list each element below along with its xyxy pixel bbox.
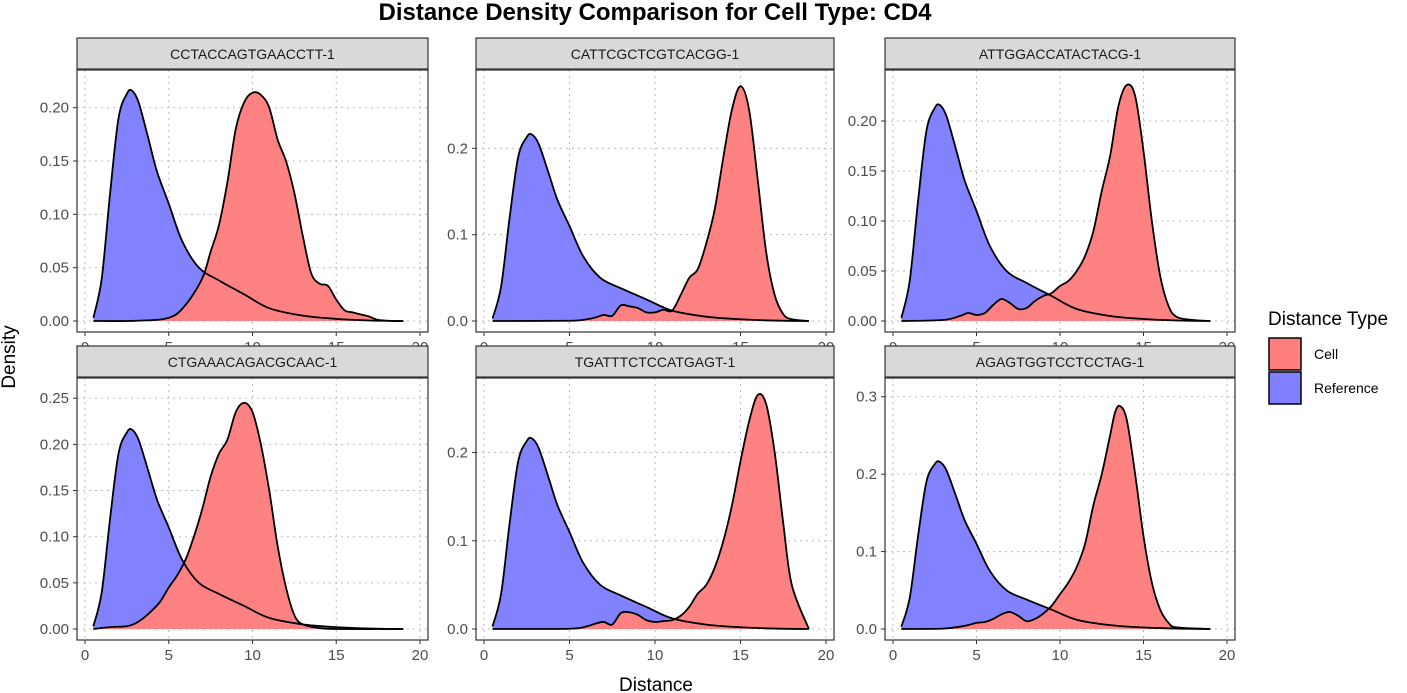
y-tick-label: 0.10 xyxy=(40,529,69,546)
y-tick-label: 0.10 xyxy=(848,213,877,230)
x-tick-label: 10 xyxy=(244,647,261,664)
y-tick-label: 0.15 xyxy=(40,153,69,170)
y-tick-label: 0.15 xyxy=(40,483,69,500)
density-area-cell xyxy=(492,393,809,630)
x-tick-label: 0 xyxy=(889,647,897,664)
x-tick-label: 10 xyxy=(1052,647,1069,664)
facet-strip xyxy=(884,345,1236,378)
density-area-reference xyxy=(901,461,1211,629)
x-tick-label: 0 xyxy=(81,647,89,664)
y-axis-title: Density xyxy=(0,325,20,389)
facet-label: CATTCGCTCGTCACGG-1 xyxy=(571,46,740,62)
density-line-cell xyxy=(93,401,404,630)
density-area-cell xyxy=(93,92,404,322)
y-tick-label: 0.00 xyxy=(40,313,69,330)
chart-title: Distance Density Comparison for Cell Typ… xyxy=(378,0,932,26)
x-tick-label: 20 xyxy=(412,647,429,664)
legend-key-cell xyxy=(1268,337,1302,371)
x-tick-label: 15 xyxy=(1135,647,1152,664)
facet-strip xyxy=(76,345,429,378)
density-line-cell xyxy=(901,404,1211,630)
y-tick-label: 0.20 xyxy=(848,113,877,130)
x-axis-title: Distance xyxy=(619,675,693,693)
density-area-cell xyxy=(492,86,809,322)
y-tick-label: 0.00 xyxy=(848,313,877,330)
density-area-reference xyxy=(93,89,404,322)
legend-label-reference: Reference xyxy=(1314,380,1379,396)
facet-strip xyxy=(475,37,835,70)
density-area-reference xyxy=(492,437,809,629)
density-line-reference xyxy=(900,103,1211,322)
facet-label: ATTGGACCATACTACG-1 xyxy=(979,46,1142,62)
facet-strip xyxy=(475,345,835,378)
y-tick-label: 0.20 xyxy=(40,100,69,117)
y-tick-label: 0.25 xyxy=(40,390,69,407)
facet-panel: CTGAAACAGACGCAAC-1 0.00 0.05 0.10 0.15 0.20 0.… xyxy=(40,345,429,664)
facet-label: CTGAAACAGACGCAAC-1 xyxy=(168,354,338,370)
y-tick-label: 0.0 xyxy=(447,621,468,638)
density-line-cell xyxy=(492,393,810,630)
legend-label-cell: Cell xyxy=(1314,346,1338,362)
y-tick-label: 0.0 xyxy=(856,621,877,638)
facet-panel: ATTGGACCATACTACG-10.000.050.100.150.2005… xyxy=(848,37,1236,356)
y-tick-label: 0.1 xyxy=(856,544,877,561)
density-area-cell xyxy=(93,402,404,630)
x-tick-label: 0 xyxy=(480,647,488,664)
legend: Distance Type Cell Reference xyxy=(1268,309,1388,405)
density-area-cell xyxy=(901,84,1211,321)
y-tick-label: 0.1 xyxy=(447,227,468,244)
y-tick-label: 0.15 xyxy=(848,163,877,180)
y-tick-label: 0.05 xyxy=(40,260,69,277)
y-tick-label: 0.10 xyxy=(40,206,69,223)
legend-title: Distance Type xyxy=(1268,309,1388,330)
y-tick-label: 0.1 xyxy=(447,533,468,550)
x-tick-label: 5 xyxy=(565,647,573,664)
density-line-reference xyxy=(491,436,809,630)
facet-label: TGATTTCTCCATGAGT-1 xyxy=(575,354,736,370)
facet-strip xyxy=(76,37,429,70)
facet-panel: TGATTTCTCCATGAGT-1 0.0 0.1 0.2 0 5 10 15 20 xyxy=(447,345,835,664)
x-tick-label: 5 xyxy=(165,647,173,664)
y-tick-label: 0.2 xyxy=(447,445,468,462)
density-area-reference xyxy=(492,133,809,321)
density-line-cell xyxy=(93,91,404,322)
x-tick-label: 5 xyxy=(972,647,980,664)
density-area-reference xyxy=(93,428,404,629)
facet-panels: CCTACCAGTGAACCTT-10.000.050.100.150.2005… xyxy=(40,37,1236,664)
density-line-cell xyxy=(492,85,809,322)
y-tick-label: 0.00 xyxy=(40,621,69,638)
density-line-reference xyxy=(92,88,404,322)
x-tick-label: 15 xyxy=(732,647,749,664)
y-tick-label: 0.20 xyxy=(40,436,69,453)
facet-panel: AGAGTGGTCCTCCTAG-1 0.0 0.1 0.2 0.3 0 5 10 15 20 xyxy=(856,345,1236,664)
density-area-reference xyxy=(901,104,1211,322)
density-line-cell xyxy=(901,83,1211,322)
y-tick-label: 0.3 xyxy=(856,389,877,406)
x-tick-label: 10 xyxy=(647,647,664,664)
y-tick-label: 0.0 xyxy=(447,313,468,330)
facet-label: AGAGTGGTCCTCCTAG-1 xyxy=(976,354,1145,370)
y-tick-label: 0.05 xyxy=(848,263,877,280)
x-tick-label: 15 xyxy=(328,647,345,664)
density-line-reference xyxy=(491,132,809,322)
y-tick-label: 0.2 xyxy=(856,466,877,483)
x-tick-label: 20 xyxy=(1219,647,1236,664)
facet-panel: CCTACCAGTGAACCTT-10.000.050.100.150.2005… xyxy=(40,37,429,356)
y-tick-label: 0.2 xyxy=(447,140,468,157)
legend-key-reference xyxy=(1268,371,1302,405)
density-line-reference xyxy=(900,460,1211,630)
facet-strip xyxy=(884,37,1236,70)
facet-label: CCTACCAGTGAACCTT-1 xyxy=(170,46,335,62)
y-tick-label: 0.05 xyxy=(40,575,69,592)
x-tick-label: 20 xyxy=(818,647,835,664)
